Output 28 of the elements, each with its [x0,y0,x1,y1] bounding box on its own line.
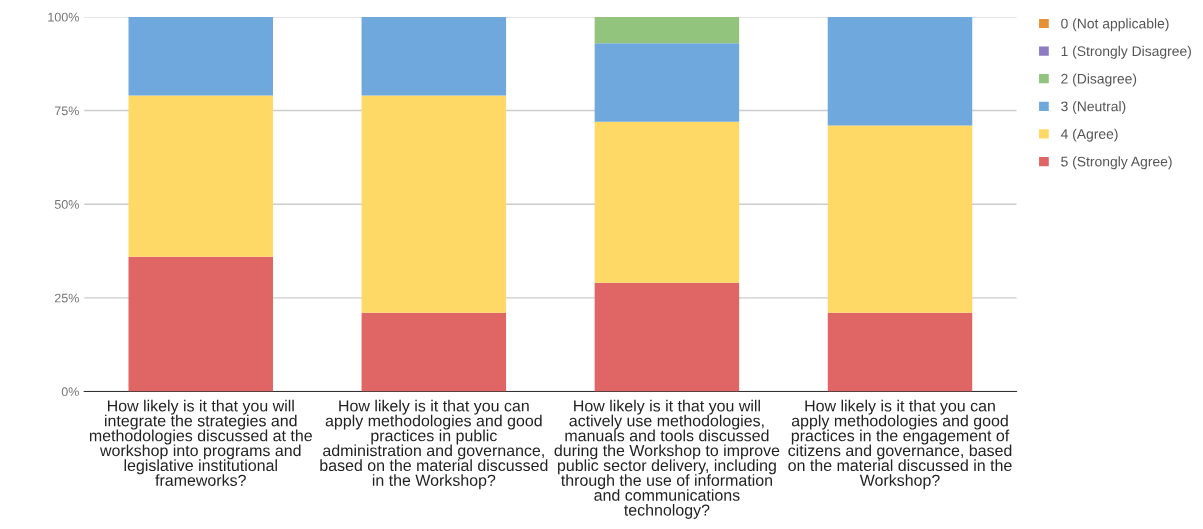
x-tick-label: How likely is it that you can apply methodologies and good practices in the engagement of citizens and governance, based on the material discussed in the Workshop? [788,399,1012,490]
bar [361,312,507,392]
bar [827,125,973,313]
bar [361,95,507,313]
x-tick-label: How likely is it that you can apply methodologies and good practices in public administration and governance, based on the material discussed in the Workshop? [320,399,548,490]
y-tick-label: 50% [54,199,79,209]
legend-label: 0 (Not applicable) [1061,18,1169,32]
bar [594,16,740,44]
bar [128,16,274,96]
legend-label: 4 (Agree) [1060,128,1118,142]
bar [128,95,274,257]
x-tick-label: How likely is it that you will integrate the strategies and methodologies discussed at the workshop into programs and legislative institutional frameworks? [89,399,312,486]
bar [827,312,973,392]
bar [827,16,973,126]
legend-label: 3 (Neutral) [1061,101,1126,115]
legend-label: 1 (Strongly Disagree) [1061,45,1191,59]
y-tick-label: 75% [54,106,79,116]
bar [594,121,740,283]
legend-label: 5 (Strongly Agree) [1061,156,1172,170]
x-tick-label: How likely is it that you will actively use methodologies, manuals and tools discussed during the Workshop to improve public sector delivery, including through the use of information and communications technology? [554,399,780,519]
bar [594,282,740,392]
bar [128,256,274,392]
bar [594,43,740,122]
y-tick-label: 100% [48,12,79,22]
y-tick-label: 0% [61,387,79,397]
bar [361,16,507,96]
y-tick-label: 25% [54,293,79,303]
legend-label: 2 (Disagree) [1061,73,1137,87]
